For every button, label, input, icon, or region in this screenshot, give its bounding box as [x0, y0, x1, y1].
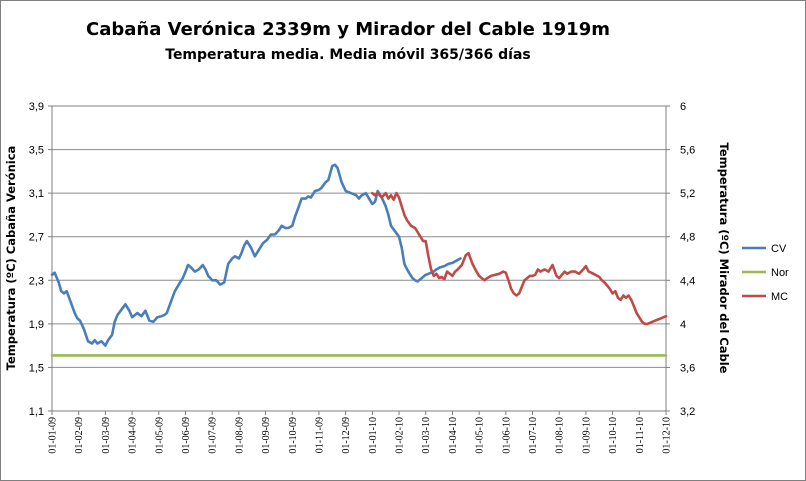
y-tick-label: 1,1 — [29, 406, 44, 418]
x-tick-label: 01-08-09 — [234, 417, 245, 454]
x-tick-label: 01-10-10 — [608, 417, 619, 454]
y-right-tick-label: 3,2 — [680, 406, 695, 418]
x-tick-label: 01-07-09 — [208, 417, 219, 454]
series-line-mc — [370, 191, 668, 326]
x-tick-label: 01-03-10 — [421, 417, 432, 454]
legend-label-mc: MC — [771, 291, 788, 303]
y-right-tick-label: 5,2 — [680, 188, 695, 200]
y-tick-label: 3,1 — [29, 188, 44, 200]
y-axis-right: 6 5,6 5,2 4,8 4,4 4 3,6 3,2 — [666, 101, 695, 418]
x-tick-label: 01-09-09 — [261, 417, 272, 454]
x-tick-label: 01-12-09 — [341, 417, 352, 454]
x-tick-label: 01-04-10 — [448, 417, 459, 454]
plot-area — [51, 105, 667, 412]
y-right-tick-label: 5,6 — [680, 145, 695, 157]
x-tick-label: 01-01-10 — [368, 417, 379, 454]
x-tick-label: 01-12-10 — [662, 417, 673, 454]
x-tick-label: 01-02-09 — [74, 417, 85, 454]
x-tick-label: 01-05-09 — [154, 417, 165, 454]
x-tick-label: 01-05-10 — [475, 417, 486, 454]
x-tick-label: 01-03-09 — [101, 417, 112, 454]
x-tick-label: 01-04-09 — [128, 417, 139, 454]
gridlines — [52, 149, 666, 368]
legend-label-cv: CV — [771, 243, 787, 255]
x-tick-label: 01-11-09 — [314, 417, 325, 453]
chart-title: Cabaña Verónica 2339m y Mirador del Cabl… — [86, 19, 610, 40]
x-tick-label: 01-09-10 — [581, 417, 592, 454]
y-tick-label: 2,7 — [29, 232, 44, 244]
y-tick-label: 1,5 — [29, 362, 44, 374]
x-tick-label: 01-07-10 — [528, 417, 539, 454]
x-tick-label: 01-10-09 — [288, 417, 299, 454]
y-right-tick-label: 4,8 — [680, 232, 695, 244]
chart-subtitle: Temperatura media. Media móvil 365/366 d… — [165, 47, 530, 63]
y-axis-right-title: Temperatura (ºC) Mirador del Cable — [717, 143, 731, 374]
x-tick-label: 01-01-09 — [48, 417, 59, 454]
y-right-tick-label: 6 — [680, 101, 686, 113]
y-axis-left-title: Temperatura (ºC) Cabaña Verónica — [4, 146, 18, 371]
y-right-tick-label: 3,6 — [680, 362, 695, 374]
x-tick-label: 01-06-09 — [181, 417, 192, 454]
legend: CV Nor MC — [742, 243, 789, 303]
y-right-tick-label: 4 — [680, 319, 686, 331]
y-tick-label: 3,5 — [29, 145, 44, 157]
y-tick-label: 3,9 — [29, 101, 44, 113]
y-tick-label: 1,9 — [29, 319, 44, 331]
y-tick-label: 2,3 — [29, 275, 44, 287]
x-tick-label: 01-06-10 — [501, 417, 512, 454]
y-axis-left: 3,9 3,5 3,1 2,7 2,3 1,9 1,5 1,1 — [29, 101, 52, 418]
x-tick-label: 01-02-10 — [395, 417, 406, 454]
series-lines — [50, 163, 668, 357]
series-line-cv — [50, 163, 462, 347]
x-axis: 01-01-09 01-02-09 01-03-09 01-04-09 01-05-09… — [48, 411, 673, 454]
x-tick-label: 01-11-10 — [635, 417, 646, 453]
x-tick-label: 01-08-10 — [555, 417, 566, 454]
y-right-tick-label: 4,4 — [680, 275, 695, 287]
legend-label-nor: Nor — [771, 267, 789, 279]
